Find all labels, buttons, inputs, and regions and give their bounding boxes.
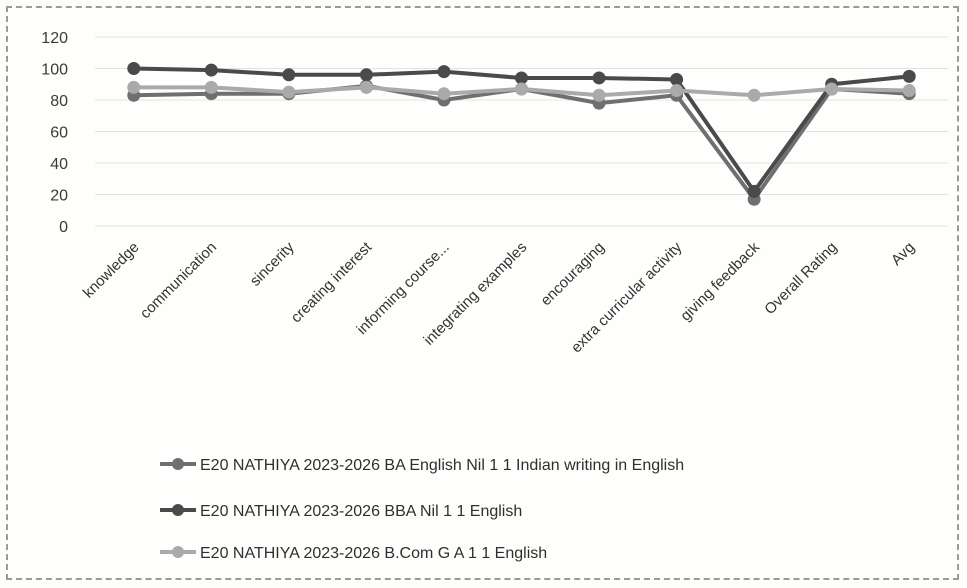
data-point bbox=[592, 71, 606, 85]
legend-label: E20 NATHIYA 2023-2026 BA English Nil 1 1… bbox=[200, 457, 684, 474]
y-tick-label: 120 bbox=[41, 30, 68, 47]
legend-swatch-marker bbox=[172, 504, 184, 516]
y-tick-label: 100 bbox=[41, 62, 68, 79]
series-line bbox=[133, 83, 910, 202]
y-tick-label: 40 bbox=[50, 156, 68, 173]
x-category-label: sincerity bbox=[247, 238, 298, 289]
data-point bbox=[204, 63, 218, 77]
data-point bbox=[127, 80, 141, 94]
data-point bbox=[515, 71, 528, 85]
series-1 bbox=[127, 79, 916, 206]
legend-entry: E20 NATHIYA 2023-2026 B.Com G A 1 1 Engl… bbox=[160, 545, 547, 562]
grid-layer bbox=[95, 36, 948, 227]
series-3 bbox=[127, 80, 916, 102]
series-2 bbox=[127, 62, 916, 198]
data-point bbox=[902, 69, 916, 83]
data-point bbox=[359, 68, 373, 82]
x-category-label: encouraging bbox=[537, 239, 607, 309]
data-point bbox=[282, 68, 296, 82]
x-category-label: Overall Rating bbox=[761, 239, 840, 318]
y-tick-label: 80 bbox=[50, 93, 68, 110]
data-point bbox=[515, 82, 528, 96]
data-point bbox=[825, 82, 839, 96]
x-category-label: knowledge bbox=[80, 239, 143, 302]
x-category-label: giving feedback bbox=[677, 238, 763, 324]
data-point bbox=[747, 184, 761, 198]
data-point bbox=[670, 84, 684, 98]
data-point bbox=[204, 80, 218, 94]
data-point bbox=[127, 62, 141, 75]
legend-swatch-marker bbox=[172, 546, 184, 558]
legend-swatch-marker bbox=[172, 458, 184, 470]
data-point bbox=[902, 84, 916, 98]
y-axis-ticks: 0 20 40 60 80 100 120 bbox=[41, 30, 68, 236]
y-tick-label: 20 bbox=[50, 188, 68, 205]
data-point bbox=[437, 87, 451, 101]
data-point bbox=[747, 88, 761, 102]
data-point bbox=[282, 85, 296, 99]
legend: E20 NATHIYA 2023-2026 BA English Nil 1 1… bbox=[160, 457, 684, 562]
series-layer bbox=[127, 62, 916, 206]
legend-entry: E20 NATHIYA 2023-2026 BA English Nil 1 1… bbox=[160, 457, 684, 474]
data-point bbox=[592, 88, 606, 102]
y-tick-label: 0 bbox=[59, 219, 68, 236]
legend-entry: E20 NATHIYA 2023-2026 BBA Nil 1 1 Englis… bbox=[160, 503, 522, 520]
data-point bbox=[359, 80, 373, 94]
x-category-label: creating interest bbox=[288, 238, 376, 326]
y-tick-label: 60 bbox=[50, 125, 68, 142]
data-point bbox=[670, 73, 684, 87]
chart-frame bbox=[6, 6, 959, 580]
x-category-label: Avg bbox=[888, 239, 918, 269]
x-category-label: communication bbox=[137, 239, 220, 322]
legend-label: E20 NATHIYA 2023-2026 B.Com G A 1 1 Engl… bbox=[200, 545, 547, 562]
data-point bbox=[437, 65, 451, 79]
legend-label: E20 NATHIYA 2023-2026 BBA Nil 1 1 Englis… bbox=[200, 503, 522, 520]
